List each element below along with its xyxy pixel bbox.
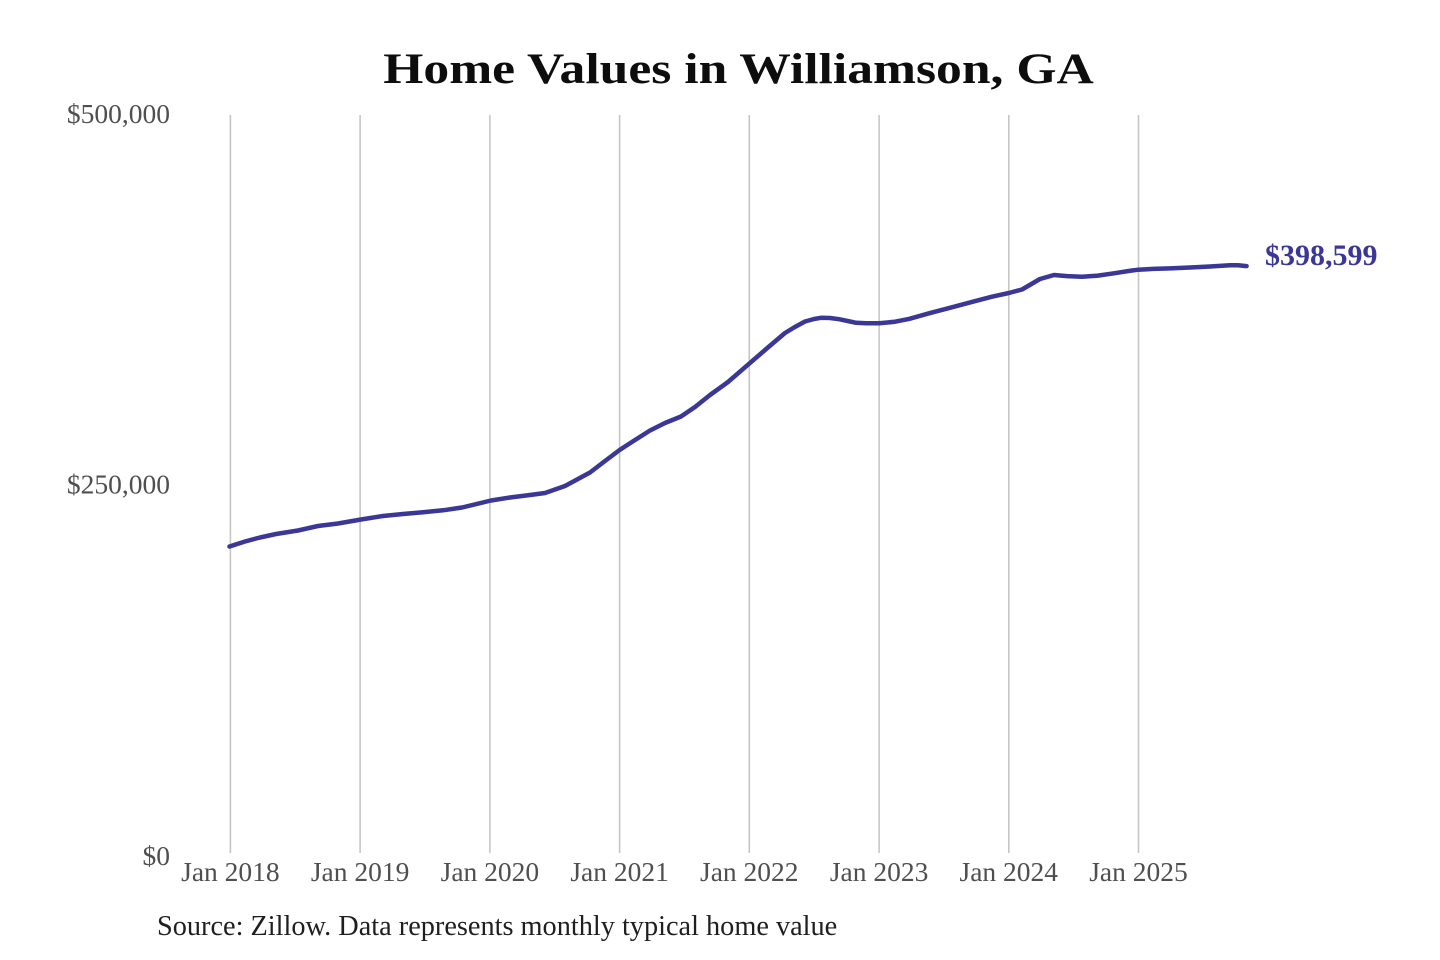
svg-text:Home Values in Williamson, GA: Home Values in Williamson, GA	[383, 46, 1093, 93]
svg-text:Source: Zillow. Data represent: Source: Zillow. Data represents monthly …	[157, 911, 837, 942]
svg-text:Jan 2025: Jan 2025	[1089, 856, 1188, 887]
svg-text:Jan 2019: Jan 2019	[311, 856, 410, 887]
svg-text:$398,599: $398,599	[1265, 239, 1378, 272]
svg-text:Jan 2020: Jan 2020	[441, 856, 540, 887]
svg-text:Jan 2022: Jan 2022	[700, 856, 799, 887]
svg-text:Jan 2023: Jan 2023	[830, 856, 929, 887]
svg-text:Jan 2018: Jan 2018	[181, 856, 280, 887]
svg-text:$250,000: $250,000	[67, 469, 170, 500]
svg-text:$0: $0	[143, 840, 171, 871]
svg-text:$500,000: $500,000	[67, 98, 170, 129]
svg-text:Jan 2024: Jan 2024	[960, 856, 1059, 887]
svg-text:Jan 2021: Jan 2021	[570, 856, 669, 887]
